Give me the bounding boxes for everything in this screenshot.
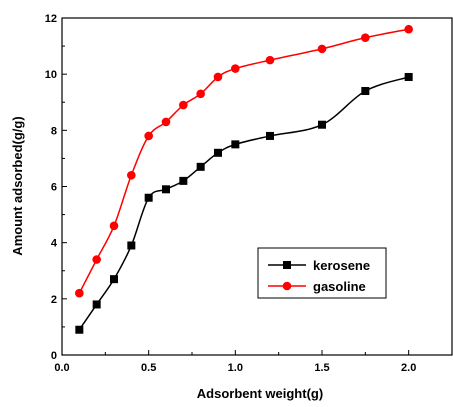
data-point-kerosene	[361, 87, 370, 96]
y-tick-label: 4	[51, 238, 58, 250]
data-point-gasoline	[144, 131, 153, 141]
legend-marker-kerosene	[283, 261, 291, 269]
legend-marker-gasoline	[282, 281, 292, 291]
legend-label-gasoline: gasoline	[313, 279, 366, 294]
data-point-gasoline	[92, 255, 101, 264]
y-tick-label: 2	[51, 294, 57, 306]
data-point-kerosene	[110, 275, 118, 284]
data-point-gasoline	[213, 72, 223, 82]
data-point-gasoline	[179, 100, 188, 110]
y-tick-label: 8	[51, 125, 57, 137]
tick-labels: 0 2 4 6 8 10 12 0.0 0.5 1.0 1.5 2.0	[45, 13, 417, 374]
legend: kerosene gasoline	[257, 247, 387, 299]
x-tick-label: 1.5	[314, 362, 329, 374]
data-point-kerosene	[92, 300, 101, 309]
y-tick-label: 0	[51, 350, 57, 362]
data-point-gasoline	[404, 24, 413, 34]
data-point-gasoline	[265, 55, 275, 65]
data-point-kerosene	[75, 325, 84, 334]
data-point-gasoline	[127, 170, 136, 180]
data-point-kerosene	[162, 185, 170, 194]
x-tick-label: 0.0	[54, 362, 69, 374]
data-point-gasoline	[109, 221, 119, 231]
y-tick-label: 6	[51, 182, 57, 194]
data-point-kerosene	[318, 120, 326, 129]
data-point-kerosene	[231, 140, 240, 149]
y-axis-title: Amount adsorbed(g/g)	[10, 116, 25, 255]
legend-box	[257, 247, 387, 299]
plot-markers	[75, 24, 413, 334]
y-tick-label: 12	[45, 13, 57, 25]
axis-ticks	[61, 17, 410, 356]
y-tick-label: 10	[45, 69, 57, 81]
data-point-gasoline	[75, 288, 84, 298]
data-point-gasoline	[361, 33, 370, 42]
data-point-kerosene	[214, 148, 222, 157]
data-point-kerosene	[179, 176, 188, 185]
data-point-kerosene	[144, 193, 153, 202]
data-point-gasoline	[196, 89, 205, 99]
data-point-kerosene	[266, 131, 274, 140]
data-point-kerosene	[404, 72, 413, 81]
x-tick-label: 0.5	[141, 362, 156, 374]
data-point-gasoline	[231, 64, 240, 73]
data-point-gasoline	[317, 44, 327, 54]
data-point-kerosene	[127, 241, 136, 250]
data-point-gasoline	[161, 117, 171, 127]
x-axis-title: Adsorbent weight(g)	[197, 386, 323, 401]
x-tick-label: 1.0	[228, 362, 243, 374]
x-tick-label: 2.0	[401, 362, 416, 374]
legend-label-kerosene: kerosene	[313, 258, 370, 273]
data-point-kerosene	[196, 162, 205, 171]
